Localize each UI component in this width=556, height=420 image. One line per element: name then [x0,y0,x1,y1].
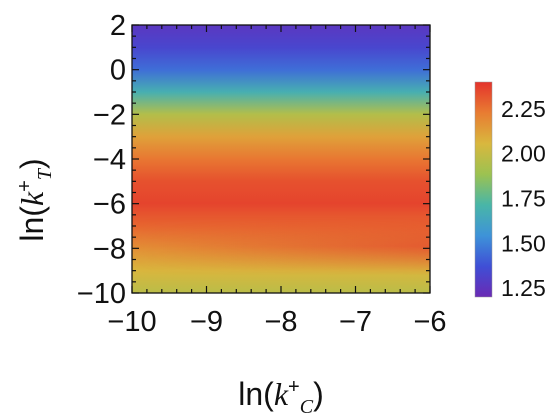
x-axis-title: ln(k+C) [238,376,323,418]
x-axis-title-prefix: ln( [238,376,274,412]
axis-ticks [131,24,431,294]
y-tick-label: −10 [77,278,126,310]
x-tick-label: −6 [413,306,446,338]
y-axis-title-sub: T [34,167,56,180]
colorbar-tick-label: 1.75 [501,185,546,211]
x-axis-title-var: k [274,376,289,412]
y-axis-title-prefix: ln( [14,206,50,242]
x-tick-label: −7 [339,306,372,338]
x-axis-title-sup: + [288,376,300,398]
colorbar-tick-label: 1.25 [501,275,546,301]
y-axis-title: ln(k+T) [14,158,56,241]
colorbar-tick-label: 2.00 [501,141,546,167]
heatmap-right-shading [132,217,430,276]
y-tick-label: −2 [93,99,126,131]
y-tick-label: 2 [110,10,126,42]
heatmap-surface [132,25,430,293]
y-tick-label: −6 [93,189,126,221]
y-tick-label: 0 [110,55,126,87]
x-axis-tick-labels: −10 −9 −8 −7 −6 [107,306,446,338]
x-tick-label: −8 [264,306,297,338]
x-axis-title-suffix: ) [313,376,324,412]
x-axis-title-sub: C [300,396,314,418]
x-tick-label: −9 [190,306,223,338]
x-tick-label: −10 [107,306,156,338]
colorbar [474,81,493,298]
colorbar-tick-label: 1.50 [501,230,546,256]
colorbar-tick-labels: 1.25 1.50 1.75 2.00 2.25 [501,96,546,301]
colorbar-tick-label: 2.25 [501,96,546,122]
y-axis-title-sup: + [14,180,36,192]
y-axis-tick-labels: 2 0 −2 −4 −6 −8 −10 [77,10,126,310]
y-axis-title-var: k [14,191,50,206]
y-axis-title-suffix: ) [14,158,50,169]
y-tick-label: −8 [93,233,126,265]
y-tick-label: −4 [93,144,126,176]
